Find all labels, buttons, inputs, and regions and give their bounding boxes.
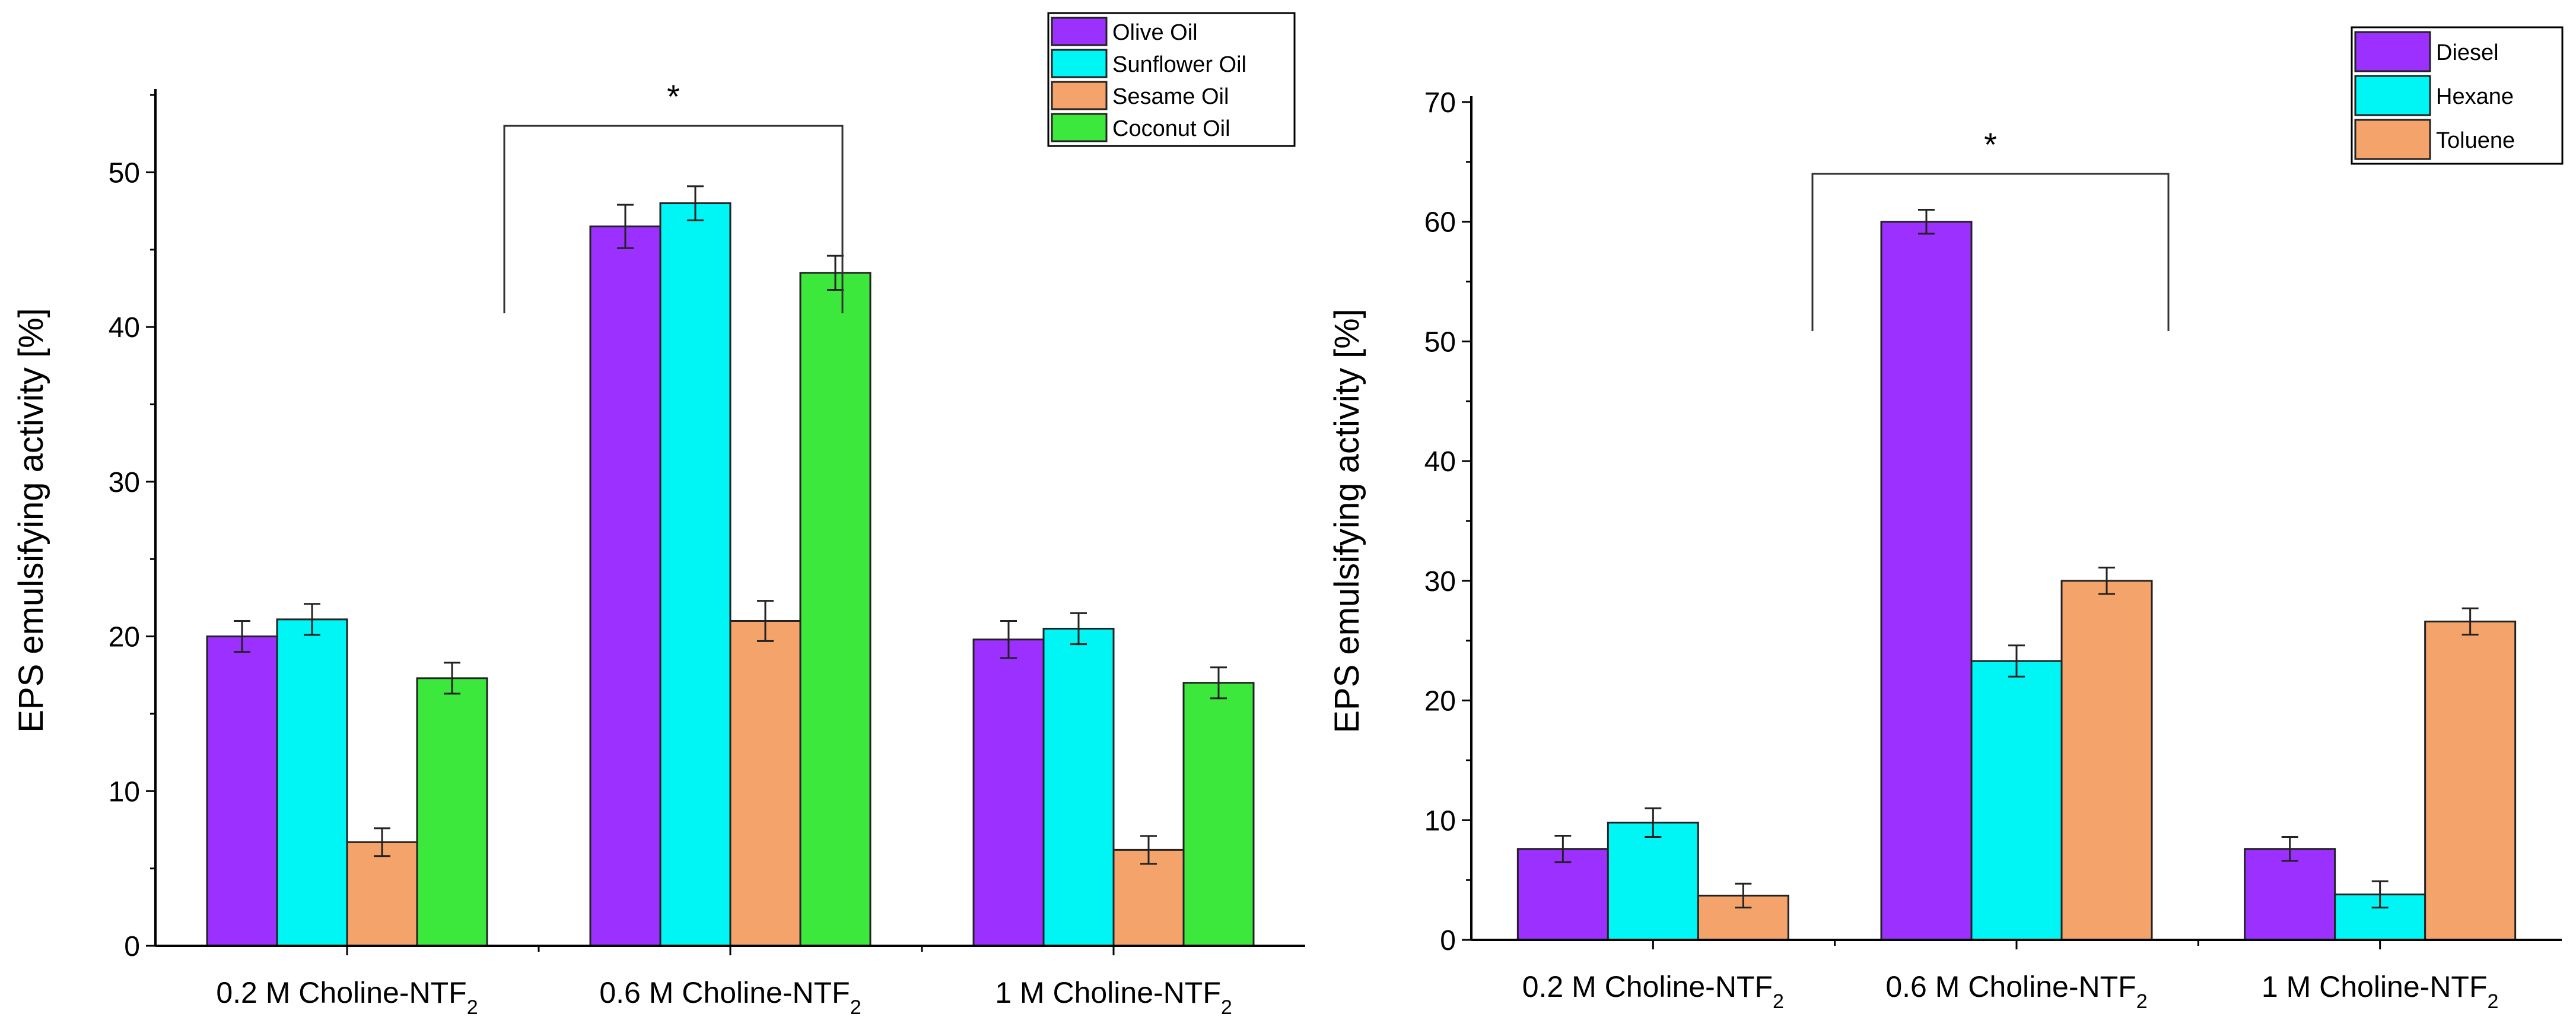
significance-bracket (1811, 173, 2170, 331)
error-bar (2281, 836, 2298, 862)
bar-olive-oil-3 (972, 638, 1045, 947)
y-tick-label: 10 (1424, 805, 1456, 837)
error-bar (687, 185, 704, 221)
error-bar (1645, 807, 1662, 838)
error-bar (757, 600, 774, 642)
legend-label: Coconut Oil (1112, 116, 1230, 141)
bar-sunflower-oil-3 (1042, 628, 1115, 947)
legend-swatch (1051, 49, 1108, 78)
y-tick-label: 50 (1424, 326, 1456, 358)
bar-sesame-oil-3 (1112, 848, 1185, 947)
bar-sunflower-oil-2 (659, 202, 732, 947)
y-tick-label: 50 (109, 157, 140, 189)
chart-1: EPS emulsifying activity [%] 0 10 20 30 40 50 0… (12, 12, 1305, 1019)
error-bar (2098, 567, 2115, 595)
bar-olive-oil-1 (206, 635, 278, 947)
bar-hexane-1 (1607, 821, 1699, 941)
error-bar (1070, 612, 1087, 646)
bar-coconut-oil-1 (416, 677, 488, 947)
bar-diesel-2 (1880, 221, 1973, 941)
significance-label: * (1984, 126, 1997, 163)
bar-coconut-oil-2 (799, 272, 872, 947)
y-tick-label: 20 (109, 622, 140, 653)
y-tick-label: 70 (1424, 87, 1456, 119)
significance-bracket (503, 125, 844, 313)
legend-label: Olive Oil (1112, 20, 1198, 45)
x-tick-label: 1 M Choline-NTF2 (995, 976, 1232, 1019)
error-bar (1210, 666, 1227, 700)
legend-label: Diesel (2436, 40, 2499, 65)
legend-label: Sunflower Oil (1112, 52, 1246, 77)
legend-swatch (1051, 81, 1108, 110)
x-tick-label: 0.2 M Choline-NTF2 (216, 976, 478, 1019)
bar-diesel-3 (2244, 848, 2336, 941)
y-tick-label: 40 (1424, 446, 1456, 478)
error-bar (2371, 880, 2389, 909)
bar-sesame-oil-1 (346, 841, 418, 947)
error-bar (617, 204, 634, 249)
legend-label: Toluene (2436, 128, 2515, 153)
legend: Olive Oil Sunflower Oil Sesame Oil Coconut … (1047, 12, 1296, 147)
error-bar (1000, 619, 1017, 659)
error-bar (304, 603, 320, 636)
y-axis-title: EPS emulsifying activity [%] (1328, 309, 1366, 733)
bar-coconut-oil-3 (1182, 682, 1255, 947)
error-bar (1918, 209, 1935, 235)
y-tick-label: 20 (1424, 686, 1456, 717)
x-tick-label: 0.2 M Choline-NTF2 (1522, 970, 1784, 1013)
y-tick-label: 0 (1440, 925, 1456, 956)
error-bar (2461, 607, 2479, 636)
legend-label: Sesame Oil (1112, 84, 1229, 109)
error-bar (374, 827, 390, 857)
legend-swatch (1051, 17, 1108, 46)
legend-swatch (1051, 113, 1108, 142)
y-tick-label: 10 (109, 776, 140, 808)
y-tick-label: 60 (1424, 207, 1456, 239)
bar-toluene-2 (2060, 580, 2153, 941)
error-bar (444, 662, 460, 695)
error-bar (1554, 835, 1572, 863)
legend-swatch (2354, 119, 2431, 160)
bar-sesame-oil-2 (729, 619, 802, 947)
y-tick-label: 0 (124, 931, 140, 962)
significance-label: * (667, 78, 680, 115)
error-bar (234, 619, 250, 653)
error-bar (1140, 835, 1157, 865)
chart-2: EPS emulsifying activity [%] 0 10 20 30 40 50 6… (1328, 26, 2564, 1013)
x-tick-label: 0.6 M Choline-NTF2 (1885, 970, 2147, 1013)
legend-swatch (2354, 75, 2431, 116)
y-tick-label: 30 (1424, 566, 1456, 598)
error-bar (827, 255, 844, 291)
bar-sunflower-oil-1 (276, 618, 348, 947)
error-bar (1735, 882, 1752, 909)
y-tick-label: 40 (109, 312, 140, 344)
error-bar (2008, 644, 2025, 678)
legend-swatch (2354, 31, 2431, 72)
y-tick-label: 30 (109, 467, 140, 498)
bar-hexane-2 (1970, 660, 2063, 941)
legend-label: Hexane (2436, 84, 2514, 109)
x-tick-label: 0.6 M Choline-NTF2 (599, 976, 861, 1019)
legend: Diesel Hexane Toluene (2351, 26, 2564, 165)
y-axis-title: EPS emulsifying activity [%] (12, 308, 50, 733)
bar-olive-oil-2 (589, 225, 662, 947)
x-tick-label: 1 M Choline-NTF2 (2262, 970, 2499, 1013)
bar-toluene-3 (2424, 620, 2517, 941)
